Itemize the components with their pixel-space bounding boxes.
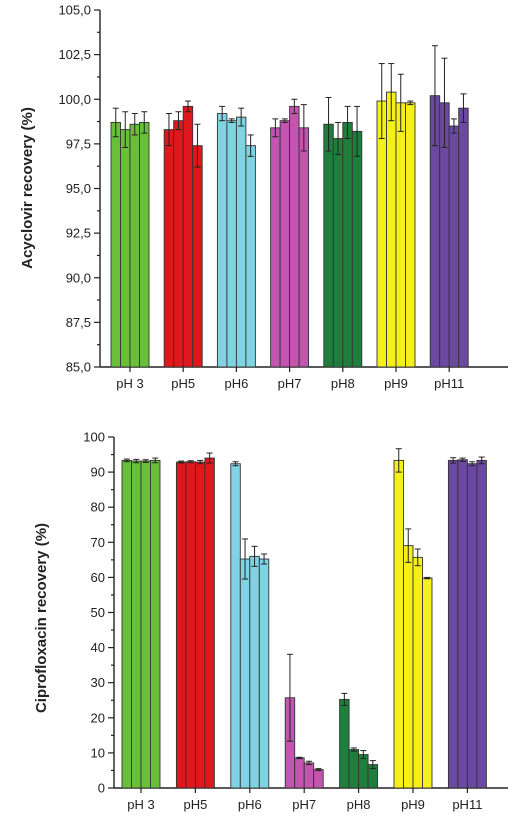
ciprofloxacin-y-tick-label: 30 (91, 675, 105, 690)
ciprofloxacin-y-tick-label: 60 (91, 570, 105, 585)
ciprofloxacin-y-tick-label: 70 (91, 535, 105, 550)
ciprofloxacin-bar-ph5-3 (194, 461, 206, 789)
ciprofloxacin-bar-ph6-1 (230, 463, 241, 789)
ciprofloxacin-y-tick-label: 80 (91, 500, 105, 515)
acyclovir-bar-ph5-1 (163, 129, 175, 368)
ciprofloxacin-x-tick-label: pH 3 (127, 797, 154, 812)
ciprofloxacin-bar-ph6-2 (239, 558, 251, 789)
acyclovir-bar-ph7-1 (270, 127, 281, 368)
ciprofloxacin-y-axis-title: Ciprofloxacin recovery (%) (33, 523, 50, 713)
ciprofloxacin-bar-ph7-4 (313, 769, 324, 789)
acyclovir-bar-ph6-3 (235, 116, 247, 368)
ciprofloxacin-x-tick-label: pH9 (401, 797, 425, 812)
acyclovir-bar-ph7-4 (298, 127, 310, 368)
ciprofloxacin-chart: Ciprofloxacin recovery (%) 0 10 20 30 40 50 60… (33, 430, 508, 812)
ciprofloxacin-bar-ph8-3 (358, 754, 369, 789)
acyclovir-y-tick-label: 102,5 (58, 47, 91, 62)
acyclovir-bar-ph6-1 (216, 113, 228, 368)
acyclovir-bar-ph3-1 (110, 122, 121, 368)
ciprofloxacin-x-tick-label: pH8 (347, 797, 371, 812)
ciprofloxacin-bar-ph3-4 (150, 459, 161, 789)
ciprofloxacin-bar-ph6-4 (258, 558, 270, 789)
ciprofloxacin-x-tick-label: pH11 (452, 797, 482, 812)
acyclovir-x-tick-label: pH8 (331, 376, 355, 391)
ciprofloxacin-bar-ph5-1 (175, 461, 187, 789)
acyclovir-y-tick-label: 105,0 (58, 3, 91, 18)
acyclovir-bar-ph3-2 (120, 129, 131, 368)
acyclovir-bar-ph5-3 (182, 105, 194, 368)
acyclovir-y-tick-label: 97,5 (66, 136, 91, 151)
ciprofloxacin-bar-ph9-3 (412, 556, 423, 789)
ciprofloxacin-x-tick-label: pH7 (292, 797, 316, 812)
acyclovir-x-tick-label: pH5 (171, 376, 195, 391)
acyclovir-bar-ph7-3 (289, 105, 300, 368)
ciprofloxacin-x-tick-label: pH6 (238, 797, 262, 812)
acyclovir-x-tick-label: pH11 (434, 376, 464, 391)
ciprofloxacin-bar-ph9-2 (403, 545, 414, 789)
acyclovir-y-axis-title: Acyclovir recovery (%) (19, 107, 36, 269)
ciprofloxacin-bar-ph9-1 (393, 459, 404, 789)
acyclovir-y-tick-label: 95,0 (66, 181, 91, 196)
acyclovir-y-tick-label: 85,0 (66, 360, 91, 375)
acyclovir-bar-ph6-4 (245, 145, 256, 368)
acyclovir-bar-ph8-3 (342, 122, 353, 368)
acyclovir-x-tick-label: pH9 (384, 376, 408, 391)
ciprofloxacin-y-tick-label: 0 (98, 781, 105, 796)
acyclovir-x-tick-label: pH6 (224, 376, 248, 391)
ciprofloxacin-bar-ph9-4 (422, 577, 433, 789)
acyclovir-bar-ph5-4 (192, 145, 203, 368)
ciprofloxacin-y-tick-label: 100 (83, 430, 105, 445)
acyclovir-x-tick-label: pH7 (278, 376, 302, 391)
ciprofloxacin-bar-ph11-4 (476, 459, 487, 789)
acyclovir-y-tick-label: 100,0 (58, 92, 91, 107)
ciprofloxacin-y-tick-label: 40 (91, 640, 105, 655)
ciprofloxacin-bar-ph3-2 (131, 460, 142, 789)
ciprofloxacin-bar-ph5-4 (204, 457, 215, 789)
ciprofloxacin-x-tick-label: pH5 (183, 797, 207, 812)
ciprofloxacin-bar-ph7-3 (303, 762, 315, 789)
acyclovir-chart: Acyclovir recovery (%) 85,0 87,5 90,0 92,5 9… (19, 3, 508, 391)
acyclovir-bar-ph5-2 (173, 120, 184, 368)
ciprofloxacin-y-tick-label: 20 (91, 710, 105, 725)
acyclovir-bar-ph9-3 (395, 102, 406, 368)
ciprofloxacin-bar-ph3-1 (121, 459, 132, 789)
ciprofloxacin-y-tick-label: 50 (91, 605, 105, 620)
ciprofloxacin-bar-ph11-1 (447, 459, 459, 789)
ciprofloxacin-bar-ph5-2 (185, 461, 196, 789)
acyclovir-bar-ph11-4 (458, 107, 469, 368)
acyclovir-y-tick-label: 87,5 (66, 315, 91, 330)
acyclovir-bar-ph8-2 (332, 138, 344, 368)
acyclovir-bar-ph9-4 (405, 102, 416, 368)
ciprofloxacin-bar-ph7-2 (294, 757, 305, 789)
acyclovir-x-tick-label: pH 3 (116, 376, 143, 391)
ciprofloxacin-y-tick-label: 10 (91, 745, 105, 760)
acyclovir-bar-ph3-3 (129, 123, 140, 368)
ciprofloxacin-bar-ph3-3 (140, 460, 151, 789)
acyclovir-bar-ph3-4 (139, 122, 150, 368)
acyclovir-y-tick-label: 92,5 (66, 226, 91, 241)
ciprofloxacin-bar-ph11-3 (466, 463, 478, 789)
acyclovir-bar-ph8-4 (351, 130, 363, 368)
acyclovir-bar-ph9-2 (386, 91, 397, 368)
ciprofloxacin-bar-ph8-1 (339, 698, 350, 789)
acyclovir-bar-ph7-2 (279, 120, 291, 368)
acyclovir-bar-ph9-1 (376, 100, 387, 368)
acyclovir-bar-ph11-3 (448, 125, 460, 368)
ciprofloxacin-bar-ph6-3 (249, 555, 260, 789)
acyclovir-y-tick-label: 90,0 (66, 270, 91, 285)
acyclovir-bar-ph8-1 (323, 123, 334, 368)
ciprofloxacin-bar-ph11-2 (457, 459, 468, 789)
ciprofloxacin-bar-ph8-2 (348, 749, 360, 789)
ciprofloxacin-y-tick-label: 90 (91, 465, 105, 480)
acyclovir-bar-ph6-2 (226, 120, 237, 368)
